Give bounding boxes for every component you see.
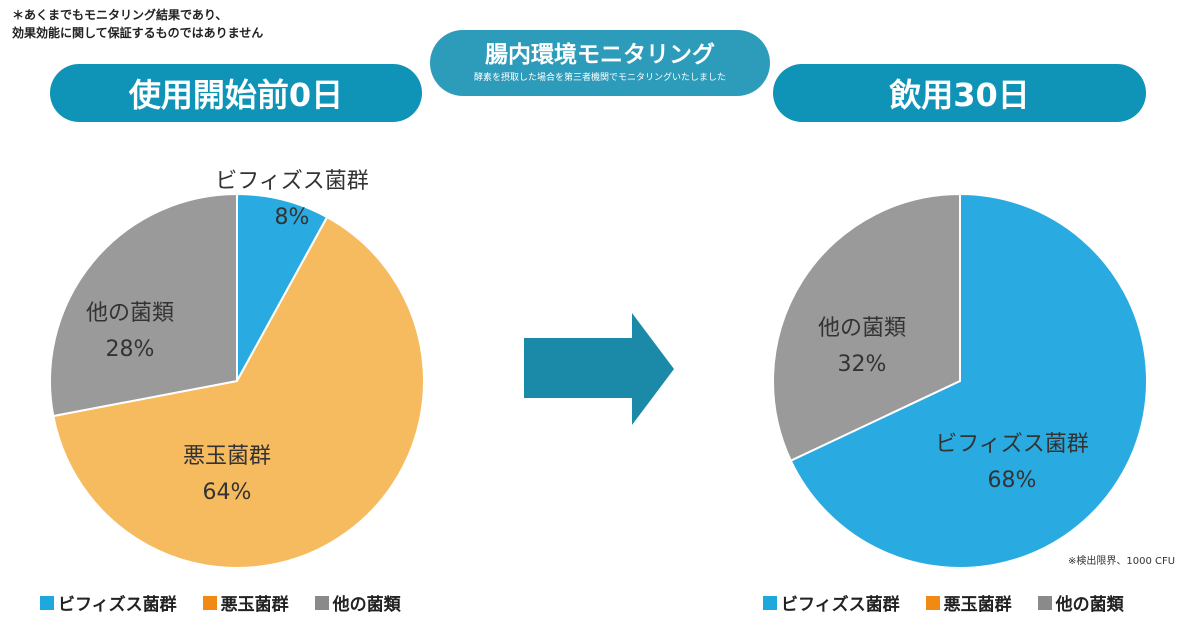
slice-label-value: 32% bbox=[838, 352, 887, 377]
slice-label-name: 他の菌類 bbox=[818, 316, 906, 341]
pie-chart-after: ビフィズス菌群 68% 他の菌類 32% bbox=[772, 192, 1148, 569]
slice-label-value: 68% bbox=[988, 468, 1037, 493]
arrow-right-icon bbox=[524, 313, 674, 425]
disclaimer-line-1: ＊あくまでもモニタリング結果であり、 bbox=[12, 8, 228, 22]
pie-slice bbox=[52, 215, 425, 569]
header-badge: 腸内環境モニタリング 酵素を摂取した場合を第三者機関でモニタリングいたしました bbox=[430, 30, 770, 96]
slice-label-value: 64% bbox=[203, 480, 252, 505]
legend-swatch-bifido bbox=[40, 595, 54, 610]
legend-swatch-bifido bbox=[763, 595, 777, 610]
pie-slice bbox=[236, 192, 329, 382]
after-title-badge: 飲用30日 bbox=[773, 64, 1146, 122]
detection-limit-note: ※検出限界、1000 CFU bbox=[1068, 556, 1176, 567]
legend-after: ビフィズス菌群 悪玉菌群 他の菌類 bbox=[763, 590, 1124, 615]
legend-label-other: 他の菌類 bbox=[1055, 595, 1124, 615]
before-title: 使用開始前0日 bbox=[128, 76, 344, 114]
disclaimer: ＊あくまでもモニタリング結果であり、 効果効能に関して保証するものではありません bbox=[12, 6, 263, 42]
slice-label-name: ビフィズス菌群 bbox=[215, 169, 369, 194]
legend-label-bad: 悪玉菌群 bbox=[943, 595, 1012, 615]
slice-label-name: ビフィズス菌群 bbox=[935, 432, 1089, 457]
after-title: 飲用30日 bbox=[889, 76, 1030, 114]
legend-label-other: 他の菌類 bbox=[332, 595, 401, 615]
slice-label-name: 悪玉菌群 bbox=[183, 444, 271, 469]
slice-label-name: 他の菌類 bbox=[86, 301, 174, 326]
legend-label-bad: 悪玉菌群 bbox=[220, 595, 289, 615]
legend-label-bifido: ビフィズス菌群 bbox=[58, 595, 177, 615]
legend-item-bad: 悪玉菌群 bbox=[925, 590, 1012, 615]
header-subtitle: 酵素を摂取した場合を第三者機関でモニタリングいたしました bbox=[473, 73, 726, 83]
slice-label-value: 8% bbox=[275, 205, 310, 230]
legend-item-other: 他の菌類 bbox=[314, 590, 401, 615]
pie-slice bbox=[49, 192, 238, 418]
slice-label-value: 28% bbox=[106, 337, 155, 362]
pie-slice bbox=[789, 192, 1148, 569]
legend-swatch-bad bbox=[202, 595, 217, 610]
legend-item-bifido: ビフィズス菌群 bbox=[763, 590, 900, 615]
before-title-badge: 使用開始前0日 bbox=[50, 64, 422, 122]
legend-swatch-other bbox=[314, 595, 329, 610]
header-title: 腸内環境モニタリング bbox=[485, 42, 715, 68]
legend-item-other: 他の菌類 bbox=[1037, 590, 1124, 615]
legend-item-bifido: ビフィズス菌群 bbox=[40, 590, 177, 615]
disclaimer-line-2: 効果効能に関して保証するものではありません bbox=[12, 26, 264, 40]
legend-item-bad: 悪玉菌群 bbox=[202, 590, 289, 615]
legend-label-bifido: ビフィズス菌群 bbox=[781, 595, 900, 615]
legend-swatch-bad bbox=[925, 595, 940, 610]
legend-swatch-other bbox=[1037, 595, 1052, 610]
pie-slice bbox=[772, 192, 961, 462]
legend-before: ビフィズス菌群 悪玉菌群 他の菌類 bbox=[40, 590, 401, 615]
pie-chart-before: ビフィズス菌群 8% 悪玉菌群 64% 他の菌類 28% bbox=[49, 169, 425, 569]
